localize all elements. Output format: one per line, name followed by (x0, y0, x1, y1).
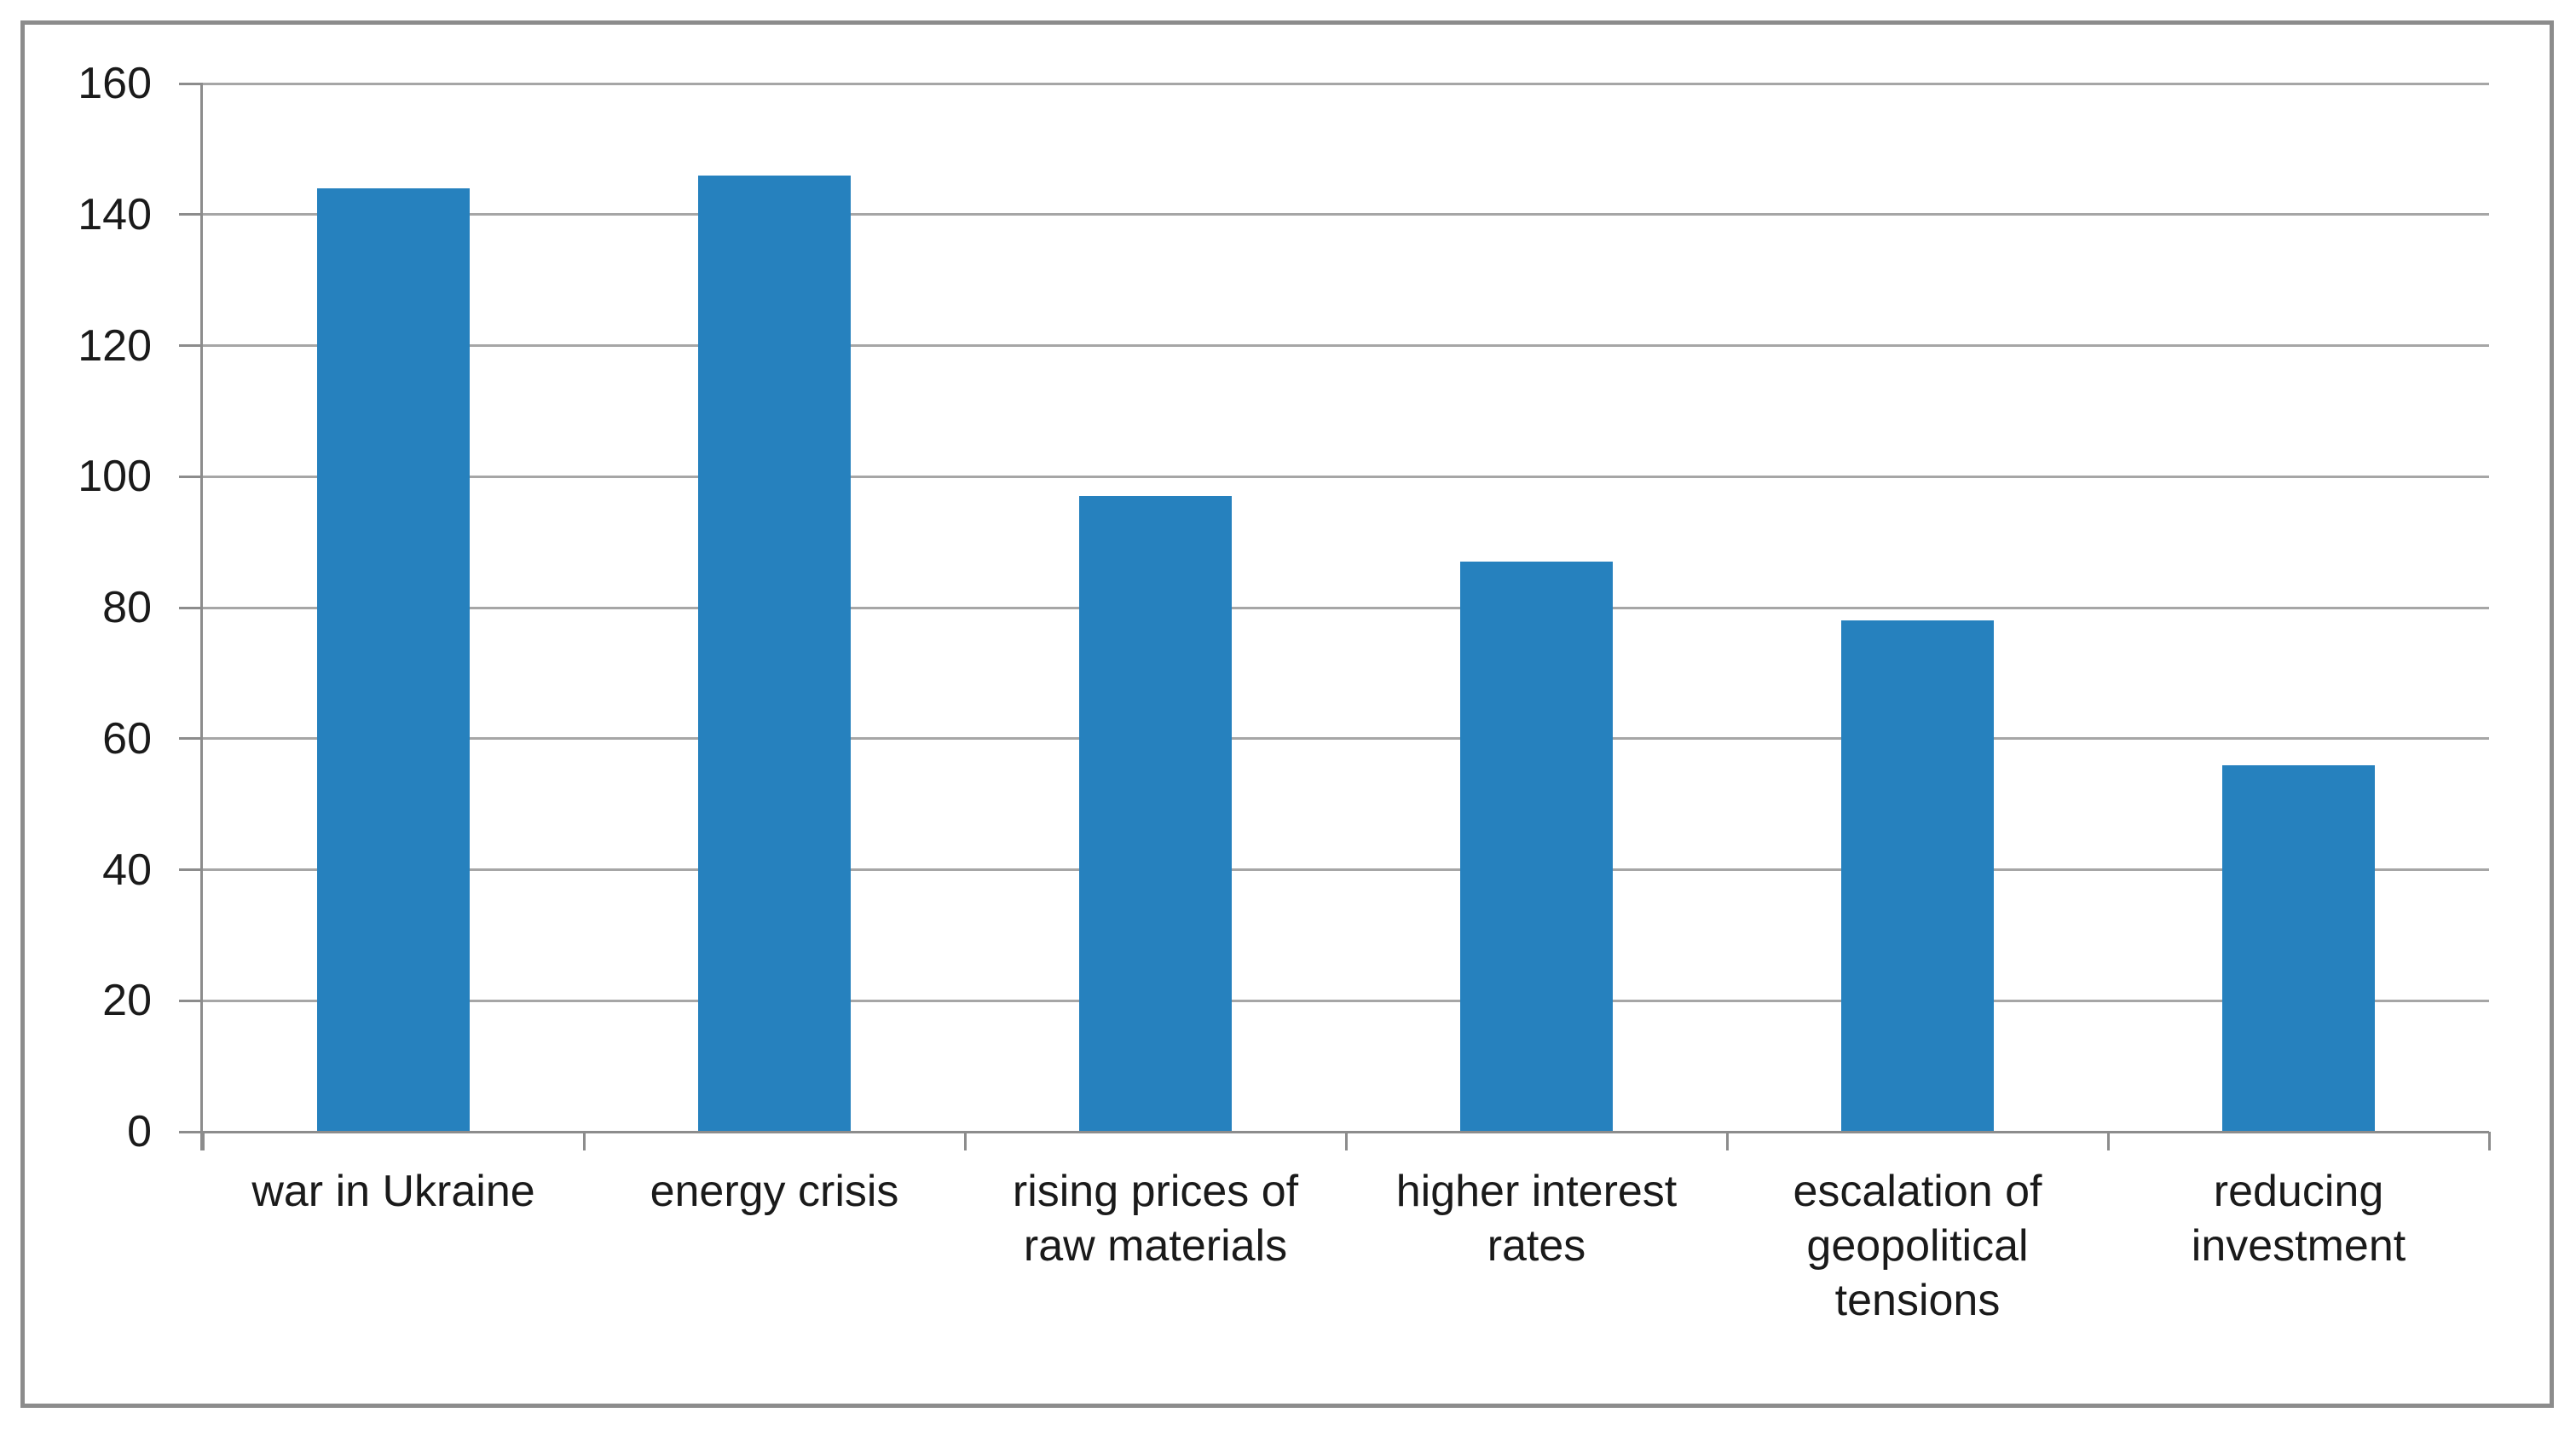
y-gridline-140 (203, 213, 2489, 216)
y-axis-tick-label-140: 140 (78, 189, 152, 239)
y-axis-tick-label-0: 0 (127, 1107, 152, 1156)
y-axis-tick-20 (179, 999, 203, 1002)
y-gridline-160 (203, 82, 2489, 85)
y-axis-tick-40 (179, 868, 203, 871)
y-axis-line (200, 84, 203, 1150)
y-axis-tick-label-100: 100 (78, 452, 152, 502)
x-axis-label-energy-crisis: energy crisis (650, 1167, 899, 1216)
x-axis-label-war-in-ukraine: war in Ukraine (251, 1167, 535, 1216)
x-axis-label-higher-interest-rates: higher interest rates (1395, 1167, 1678, 1271)
y-axis-tick-label-120: 120 (78, 320, 152, 371)
bar-energy-crisis (698, 175, 851, 1132)
x-axis-label-reducing-investment: reducing investment (2191, 1167, 2406, 1271)
y-gridline-100 (203, 475, 2489, 478)
x-axis-tick-2 (963, 1132, 967, 1150)
x-axis-label-escalation-of-geopolitical-tensions: escalation of geopolitical tensions (1793, 1167, 2042, 1325)
bar-reducing-investment (2222, 764, 2375, 1132)
y-axis-tick-80 (179, 606, 203, 609)
x-axis-tick-5 (2106, 1132, 2110, 1150)
bar-escalation-of-geopolitical-tensions (1841, 620, 1994, 1132)
y-axis-tick-0 (179, 1130, 203, 1133)
x-axis-label-rising-prices-of-raw-materials: rising prices of raw materials (1012, 1167, 1299, 1271)
y-axis-tick-label-20: 20 (102, 976, 152, 1026)
x-axis-tick-4 (1725, 1132, 1729, 1150)
bar-war-in-ukraine (317, 188, 470, 1132)
y-axis-tick-label-40: 40 (102, 845, 152, 895)
bar-rising-prices-of-raw-materials (1079, 496, 1232, 1132)
y-gridline-40 (203, 868, 2489, 871)
y-gridline-80 (203, 606, 2489, 609)
y-axis-tick-140 (179, 213, 203, 216)
x-axis-tick-1 (582, 1132, 586, 1150)
y-axis-tick-100 (179, 475, 203, 478)
y-axis-tick-120 (179, 344, 203, 347)
x-axis-tick-6 (2487, 1132, 2491, 1150)
y-axis-tick-label-60: 60 (102, 713, 152, 764)
y-axis-tick-60 (179, 737, 203, 741)
y-axis-tick-label-80: 80 (102, 583, 152, 632)
y-gridline-20 (203, 999, 2489, 1002)
x-axis-tick-0 (201, 1132, 205, 1150)
y-gridline-60 (203, 737, 2489, 741)
bar-higher-interest-rates (1460, 562, 1613, 1132)
y-gridline-120 (203, 344, 2489, 347)
x-axis-tick-3 (1344, 1132, 1348, 1150)
y-axis-tick-label-160: 160 (78, 59, 152, 108)
y-axis-tick-160 (179, 82, 203, 85)
